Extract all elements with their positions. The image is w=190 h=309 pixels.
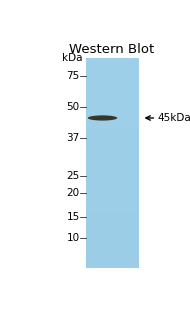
Bar bbox=[86, 121, 139, 125]
Bar bbox=[86, 79, 139, 83]
Bar bbox=[86, 156, 139, 160]
Bar bbox=[86, 114, 139, 118]
Bar bbox=[86, 149, 139, 153]
Bar bbox=[86, 62, 139, 66]
Bar bbox=[86, 97, 139, 100]
Bar bbox=[86, 72, 139, 76]
Text: 20: 20 bbox=[66, 188, 80, 198]
Text: 37: 37 bbox=[66, 133, 80, 143]
Bar bbox=[86, 146, 139, 149]
Bar bbox=[86, 93, 139, 97]
Bar bbox=[86, 181, 139, 184]
Bar bbox=[86, 125, 139, 128]
Bar bbox=[86, 226, 139, 230]
Bar bbox=[86, 240, 139, 243]
Bar bbox=[86, 66, 139, 69]
Bar bbox=[86, 174, 139, 177]
Bar bbox=[86, 219, 139, 222]
Bar bbox=[86, 118, 139, 121]
Text: 45kDa: 45kDa bbox=[158, 113, 190, 123]
Bar bbox=[86, 170, 139, 174]
Bar bbox=[86, 222, 139, 226]
Bar bbox=[86, 233, 139, 236]
Bar bbox=[86, 100, 139, 104]
Bar bbox=[86, 167, 139, 170]
Bar bbox=[86, 209, 139, 212]
Bar bbox=[86, 69, 139, 72]
Bar bbox=[86, 132, 139, 135]
Bar bbox=[86, 76, 139, 79]
Bar bbox=[86, 195, 139, 198]
Bar bbox=[86, 261, 139, 265]
Bar bbox=[86, 58, 139, 62]
Bar bbox=[86, 139, 139, 142]
Bar bbox=[86, 191, 139, 195]
Bar bbox=[86, 177, 139, 181]
Bar bbox=[86, 198, 139, 201]
Bar bbox=[86, 153, 139, 156]
Bar bbox=[86, 160, 139, 163]
Bar bbox=[86, 265, 139, 268]
Bar bbox=[86, 163, 139, 167]
Bar bbox=[86, 142, 139, 146]
Bar bbox=[86, 188, 139, 191]
Bar bbox=[86, 90, 139, 93]
Bar bbox=[86, 205, 139, 209]
Bar bbox=[86, 254, 139, 257]
Bar bbox=[86, 247, 139, 250]
Bar bbox=[86, 128, 139, 132]
Text: 15: 15 bbox=[66, 212, 80, 222]
Bar bbox=[86, 107, 139, 111]
Bar bbox=[86, 184, 139, 188]
Text: kDa: kDa bbox=[62, 53, 83, 62]
Text: 10: 10 bbox=[66, 233, 80, 243]
Bar bbox=[86, 83, 139, 87]
Bar bbox=[86, 111, 139, 114]
Bar bbox=[86, 230, 139, 233]
Bar bbox=[86, 212, 139, 216]
Text: 25: 25 bbox=[66, 171, 80, 181]
Bar bbox=[86, 201, 139, 205]
Bar bbox=[86, 250, 139, 254]
Bar bbox=[86, 216, 139, 219]
Bar bbox=[86, 236, 139, 240]
Bar bbox=[86, 58, 139, 268]
Text: 50: 50 bbox=[66, 102, 80, 112]
Bar bbox=[86, 104, 139, 107]
Bar bbox=[86, 243, 139, 247]
Text: Western Blot: Western Blot bbox=[70, 43, 155, 56]
Bar bbox=[86, 135, 139, 139]
Ellipse shape bbox=[88, 115, 117, 121]
Text: 75: 75 bbox=[66, 71, 80, 81]
Bar bbox=[86, 257, 139, 261]
Bar bbox=[86, 87, 139, 90]
